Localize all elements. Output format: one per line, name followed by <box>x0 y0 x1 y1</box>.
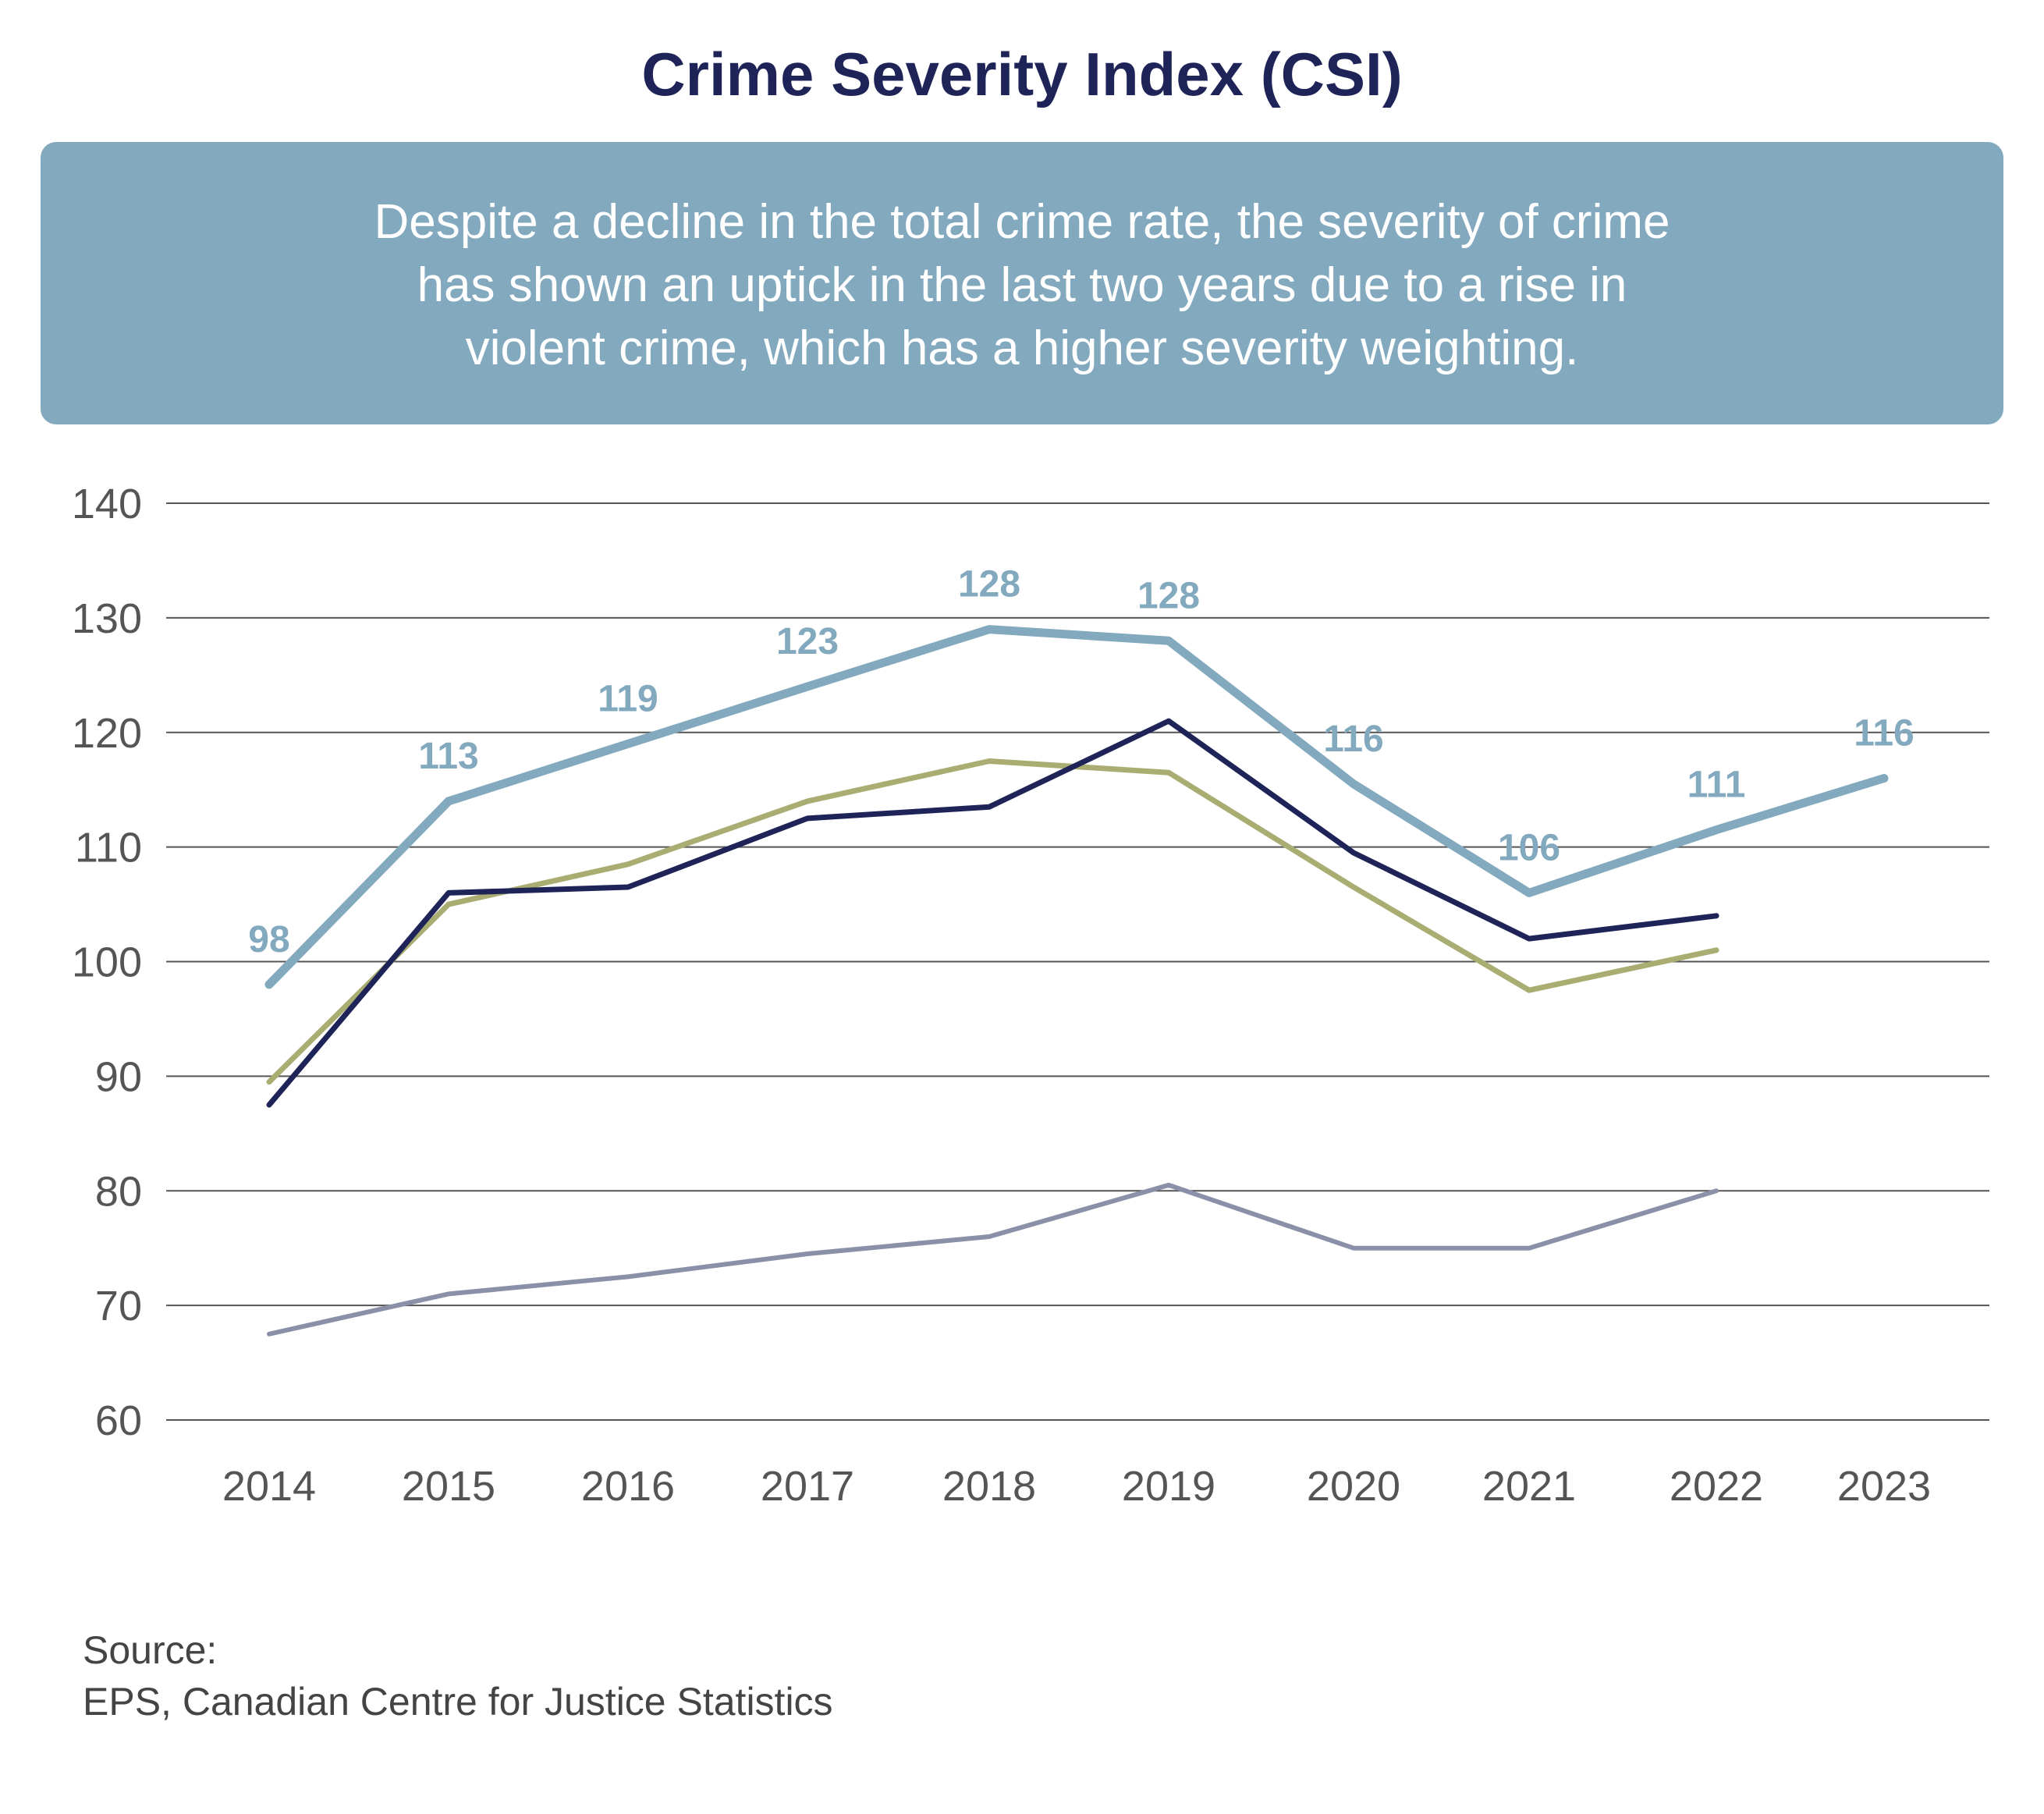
source-note: Source: EPS, Canadian Centre for Justice… <box>83 1624 833 1727</box>
x-tick-label: 2014 <box>222 1463 316 1510</box>
data-label: 119 <box>598 678 658 719</box>
data-label: 116 <box>1854 713 1914 754</box>
y-tick-label: 70 <box>95 1283 142 1329</box>
data-label: 113 <box>418 736 478 777</box>
data-label: 123 <box>776 621 839 662</box>
data-label: 128 <box>958 564 1020 605</box>
x-tick-label: 2017 <box>761 1463 854 1510</box>
x-tick-label: 2021 <box>1482 1463 1576 1510</box>
y-tick-label: 90 <box>95 1053 142 1100</box>
y-tick-label: 110 <box>75 825 142 872</box>
series-line <box>267 1182 1719 1337</box>
data-label: 106 <box>1498 827 1560 868</box>
x-tick-label: 2018 <box>942 1463 1036 1510</box>
x-tick-label: 2022 <box>1670 1463 1763 1510</box>
y-tick-label: 80 <box>95 1168 142 1215</box>
y-tick-label: 120 <box>72 710 142 757</box>
summary-line: violent crime, which has a higher severi… <box>465 321 1579 375</box>
chart-title: Crime Severity Index (CSI) <box>641 40 1403 108</box>
summary-line: has shown an uptick in the last two year… <box>417 258 1627 312</box>
x-tick-label: 2023 <box>1837 1463 1931 1510</box>
data-label: 116 <box>1323 719 1383 760</box>
source-text: EPS, Canadian Centre for Justice Statist… <box>83 1680 833 1723</box>
series-line <box>266 718 1719 1108</box>
y-tick-label: 100 <box>72 939 142 986</box>
y-tick-label: 60 <box>95 1397 142 1444</box>
summary-line: Despite a decline in the total crime rat… <box>374 195 1670 249</box>
data-label: 128 <box>1137 575 1200 616</box>
source-label: Source: <box>83 1628 218 1672</box>
x-tick-label: 2016 <box>581 1463 675 1510</box>
data-label: 98 <box>248 919 289 960</box>
series-line <box>264 625 1889 989</box>
data-label: 111 <box>1687 765 1746 806</box>
y-tick-label: 140 <box>72 481 142 527</box>
summary-text: Despite a decline in the total crime rat… <box>41 190 2003 380</box>
x-tick-label: 2015 <box>402 1463 495 1510</box>
summary-banner: Despite a decline in the total crime rat… <box>41 142 2003 424</box>
y-tick-label: 130 <box>72 595 142 642</box>
x-tick-label: 2019 <box>1122 1463 1215 1510</box>
x-tick-label: 2020 <box>1307 1463 1400 1510</box>
